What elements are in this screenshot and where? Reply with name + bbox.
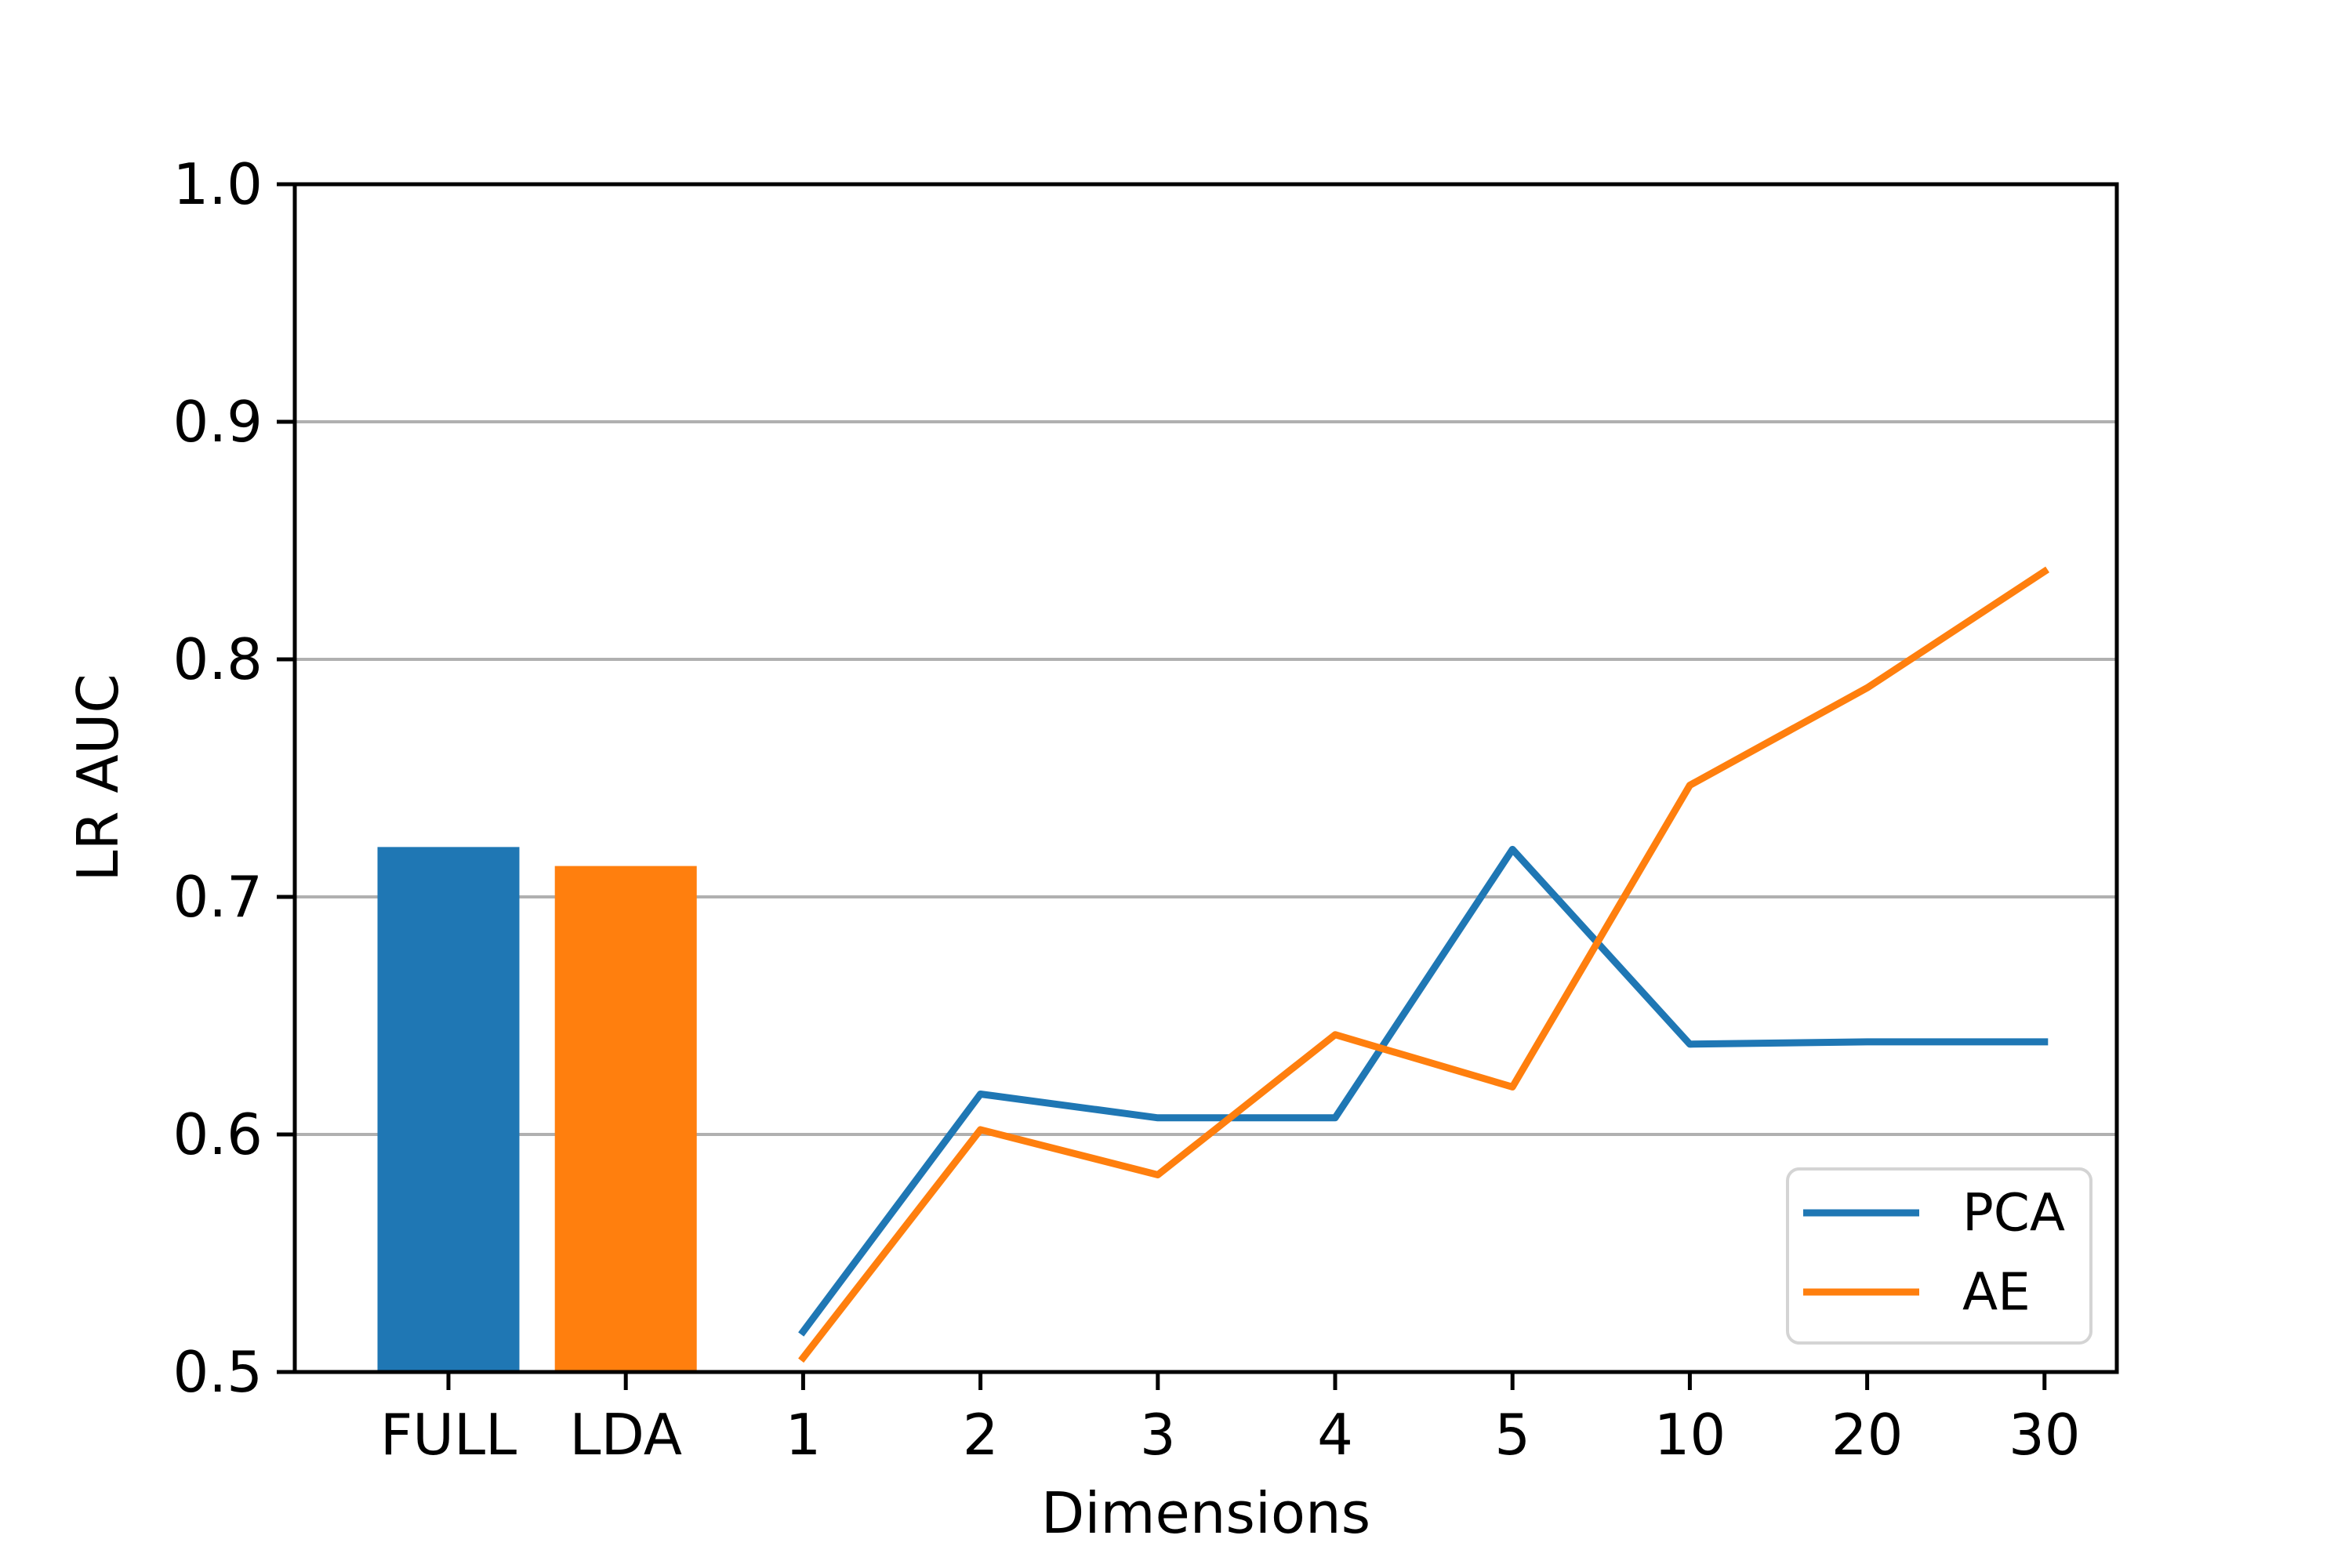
bars [377,847,697,1372]
legend-label-pca: PCA [1962,1183,2065,1243]
xtick-label-2: 2 [963,1402,999,1468]
legend: PCA AE [1786,1167,2092,1345]
bar-lda [554,866,697,1372]
ytick-label-0.6: 0.6 [172,1102,263,1167]
legend-label-ae: AE [1962,1262,2031,1323]
ytick-label-0.7: 0.7 [172,864,263,930]
ytick-label-0.5: 0.5 [172,1339,263,1405]
x-axis-label: Dimensions [1041,1480,1370,1546]
y-axis-label: LR AUC [65,673,131,881]
xtick-label-10: 10 [1654,1402,1726,1468]
axis-ticks [277,182,2047,1390]
xtick-label-30: 30 [2009,1402,2081,1468]
xtick-label-5: 5 [1494,1402,1530,1468]
xtick-label-20: 20 [1831,1402,1904,1468]
tick-labels: 0.5 0.6 0.7 0.8 0.9 1.0 FULL LDA 1 2 3 4 5 10 20 30 [172,151,2080,1468]
line-pca [798,845,2049,1337]
data-lines [798,566,2050,1363]
xtick-label-LDA: LDA [569,1402,682,1468]
ytick-label-1: 1.0 [172,151,263,217]
line-ae [798,566,2050,1363]
axes-spines [292,182,2119,1374]
bar-full [377,847,520,1372]
xtick-label-1: 1 [785,1402,821,1468]
xtick-label-4: 4 [1317,1402,1353,1468]
ytick-label-0.8: 0.8 [172,626,263,692]
xtick-label-3: 3 [1140,1402,1176,1468]
plot-frame [292,182,2119,1374]
xtick-label-FULL: FULL [380,1402,517,1468]
ytick-label-0.9: 0.9 [172,389,263,455]
